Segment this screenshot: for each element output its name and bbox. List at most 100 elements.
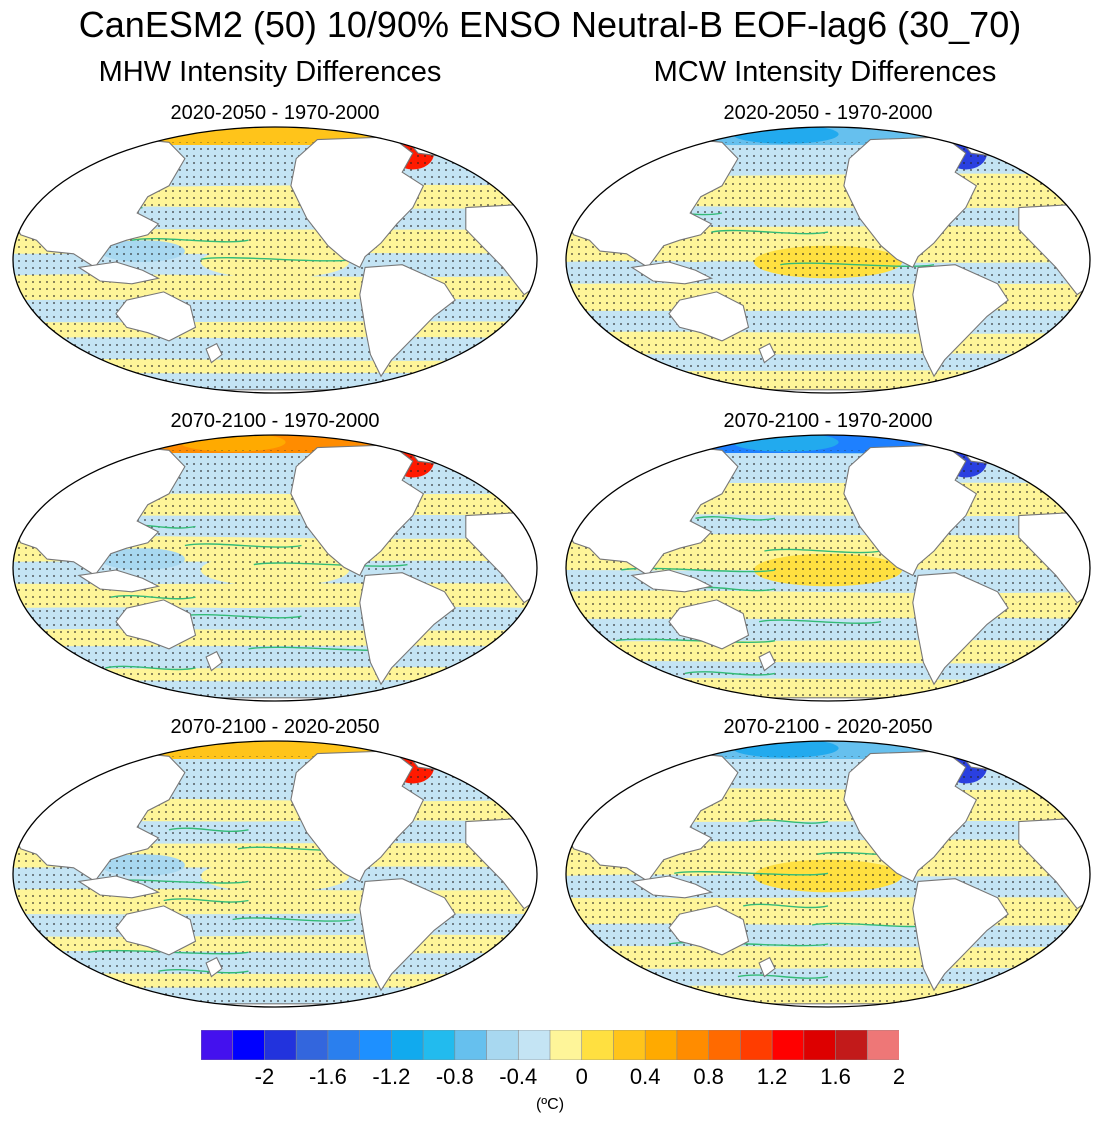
figure-title: CanESM2 (50) 10/90% ENSO Neutral-B EOF-l… bbox=[78, 4, 1022, 45]
colorbar-swatch bbox=[264, 1030, 297, 1060]
colorbar-tick-label: -1.2 bbox=[372, 1064, 411, 1089]
colorbar-swatch bbox=[549, 1030, 583, 1060]
arctic-band bbox=[594, 435, 722, 451]
colorbar-swatch bbox=[835, 1030, 868, 1060]
map-frame bbox=[565, 126, 1091, 394]
land-samer bbox=[359, 878, 456, 992]
land-nz bbox=[758, 342, 776, 364]
contour-line bbox=[184, 543, 302, 548]
land-aust bbox=[115, 905, 197, 956]
colorbar-tick-label: -0.8 bbox=[435, 1064, 474, 1089]
land-indo bbox=[77, 569, 161, 593]
arctic-band bbox=[41, 127, 169, 143]
map-frame bbox=[12, 740, 538, 1008]
contour-line bbox=[695, 516, 776, 521]
contour-line bbox=[232, 917, 355, 922]
map-panel-mcw-2: 2070-2100 - 1970-2000 bbox=[563, 410, 1093, 710]
contour-line bbox=[110, 594, 196, 600]
colorbar-tick-label: 0.4 bbox=[629, 1064, 661, 1089]
land-ant bbox=[566, 697, 1090, 701]
map-plot bbox=[12, 740, 538, 1008]
colorbar-swatch bbox=[613, 1030, 646, 1060]
arctic-band bbox=[594, 127, 722, 143]
panel-title: 2020-2050 - 1970-2000 bbox=[723, 102, 933, 124]
land-nz bbox=[758, 956, 776, 978]
colorbar-swatch bbox=[676, 1030, 710, 1060]
arctic-band bbox=[41, 435, 169, 451]
colorbar-swatch bbox=[803, 1030, 837, 1060]
land-indo bbox=[77, 261, 161, 285]
colorbar-swatch bbox=[866, 1030, 899, 1060]
map-plot bbox=[12, 434, 538, 702]
land-aust bbox=[668, 599, 750, 650]
colorbar-swatch bbox=[295, 1030, 329, 1060]
colorbar-unit-label: (ºC) bbox=[535, 1096, 565, 1113]
map-panel-mhw-3: 2070-2100 - 2020-2050 bbox=[10, 716, 540, 1016]
arctic-band bbox=[573, 741, 616, 755]
contour-line bbox=[758, 619, 882, 624]
map-panel-mhw-1: 2020-2050 - 1970-2000 bbox=[10, 102, 540, 402]
land-namer bbox=[290, 750, 425, 883]
land-nz bbox=[205, 956, 223, 978]
arctic-band bbox=[573, 127, 616, 141]
map-plot bbox=[12, 126, 538, 394]
colorbar-swatch bbox=[391, 1030, 424, 1060]
land-ant bbox=[13, 697, 537, 701]
land-namer bbox=[843, 136, 978, 269]
column-title-mcw: MCW Intensity Differences bbox=[653, 56, 997, 88]
land-indo bbox=[630, 569, 714, 593]
arctic-band bbox=[573, 435, 616, 449]
land-namer bbox=[843, 444, 978, 577]
colorbar-swatch bbox=[422, 1030, 456, 1060]
map-frame bbox=[565, 434, 1091, 702]
arctic-band bbox=[20, 127, 63, 141]
map-panel-mcw-1: 2020-2050 - 1970-2000 bbox=[563, 102, 1093, 402]
land-samer bbox=[359, 264, 456, 378]
contour-line bbox=[743, 903, 829, 909]
map-panel-mcw-3: 2070-2100 - 2020-2050 bbox=[563, 716, 1093, 1016]
colorbar-tick-label: 2 bbox=[892, 1064, 906, 1089]
land-ant bbox=[566, 389, 1090, 393]
map-plot bbox=[565, 126, 1091, 394]
land-aust bbox=[668, 291, 750, 342]
colorbar-swatch bbox=[740, 1030, 773, 1060]
map-plot bbox=[565, 740, 1091, 1008]
contour-line bbox=[131, 237, 249, 243]
colorbar-swatch bbox=[771, 1030, 805, 1060]
colorbar bbox=[201, 1030, 899, 1060]
colorbar-tick-label: -1.6 bbox=[308, 1064, 347, 1089]
contour-line bbox=[253, 562, 408, 567]
colorbar-swatch bbox=[201, 1030, 234, 1060]
contour-line bbox=[737, 974, 829, 979]
land-indo bbox=[77, 875, 161, 899]
land-samer bbox=[912, 572, 1009, 686]
land-ant bbox=[13, 389, 537, 393]
colorbar-swatch bbox=[581, 1030, 615, 1060]
land-nz bbox=[205, 342, 223, 364]
panel-title: 2070-2100 - 2020-2050 bbox=[723, 716, 933, 738]
colorbar-tick-label: 1.2 bbox=[756, 1064, 788, 1089]
land-namer bbox=[290, 136, 425, 269]
land-ant bbox=[13, 1003, 537, 1007]
panel-title: 2070-2100 - 1970-2000 bbox=[723, 410, 933, 432]
colorbar-swatch bbox=[517, 1030, 551, 1060]
map-frame bbox=[12, 434, 538, 702]
colorbar-tick-label: 0.8 bbox=[693, 1064, 724, 1089]
contour-line bbox=[674, 871, 829, 876]
arctic-band bbox=[594, 741, 722, 757]
contour-line bbox=[684, 671, 776, 676]
contour-line bbox=[621, 567, 776, 573]
arctic-band bbox=[20, 741, 63, 755]
land-nz bbox=[758, 650, 776, 672]
contour-line bbox=[668, 941, 829, 947]
map-frame bbox=[12, 126, 538, 394]
colorbar-tick-labels: -2 -1.6 -1.2 -0.8 -0.4 0 0.4 0.8 1.2 1.6 2 bbox=[0, 1064, 1100, 1094]
colorbar-swatch bbox=[486, 1030, 519, 1060]
contour-line bbox=[764, 548, 882, 554]
colorbar-tick-label: -0.4 bbox=[499, 1064, 538, 1089]
land-namer bbox=[290, 444, 425, 577]
colorbar-swatch bbox=[644, 1030, 678, 1060]
contour-line bbox=[163, 898, 249, 903]
land-indo bbox=[630, 875, 714, 899]
colorbar-tick-label: -2 bbox=[254, 1064, 275, 1089]
